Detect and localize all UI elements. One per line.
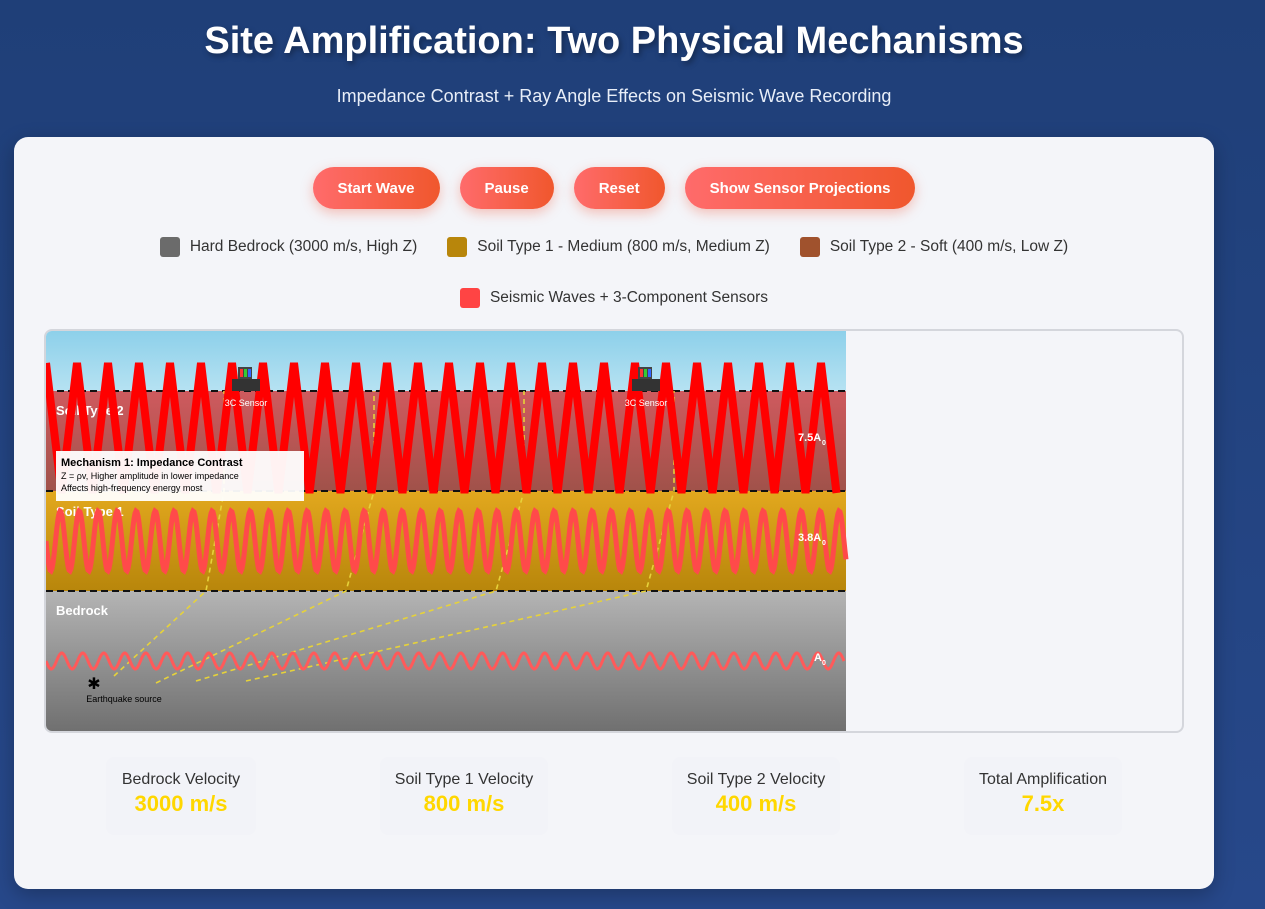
sensor-right-body (632, 379, 660, 391)
stat-label-soil1-velocity: Soil Type 1 Velocity (394, 771, 534, 788)
sensor-left-label: 3C Sensor (225, 398, 268, 408)
stats-row: Bedrock Velocity 3000 m/s Soil Type 1 Ve… (14, 757, 1214, 847)
sensor-right[interactable]: 3C Sensor (625, 367, 668, 408)
sensor-left-body (232, 379, 260, 391)
legend-swatch-waves (459, 288, 480, 308)
reset-button[interactable]: Reset (573, 167, 665, 209)
amp-bedrock-subscript: 0 (822, 660, 826, 667)
legend-label-soil1: Soil Type 1 - Medium (800 m/s, Medium Z) (477, 238, 770, 255)
soil-type-1-label: Soil Type 1 (56, 504, 124, 519)
page-subtitle: Impedance Contrast + Ray Angle Effects o… (336, 86, 892, 106)
legend-swatch-bedrock (159, 237, 180, 257)
legend-swatch-soil1 (447, 237, 468, 257)
stat-card-bedrock-velocity: Bedrock Velocity 3000 m/s (106, 757, 256, 835)
page-title: Site Amplification: Two Physical Mechani… (204, 20, 1024, 62)
legend-item-soil1: Soil Type 1 - Medium (800 m/s, Medium Z) (447, 237, 770, 257)
main-panel: Start Wave Pause Reset Show Sensor Proje… (14, 137, 1214, 889)
stat-value-bedrock-velocity: 3000 m/s (134, 791, 228, 816)
amp-soil2-subscript: 0 (822, 440, 826, 447)
sensor-left-z-component (248, 369, 251, 377)
show-sensor-projections-button[interactable]: Show Sensor Projections (684, 167, 916, 209)
mechanism-line-1: Z = ρv, Higher amplitude in lower impeda… (61, 471, 239, 481)
legend-row-1: Hard Bedrock (3000 m/s, High Z) Soil Typ… (14, 237, 1214, 257)
mechanism-line-2: Affects high-frequency energy most (61, 483, 203, 493)
stat-label-soil2-velocity: Soil Type 2 Velocity (686, 771, 826, 788)
stat-card-soil2-velocity: Soil Type 2 Velocity 400 m/s (672, 757, 840, 835)
stat-label-total-amplification: Total Amplification (978, 771, 1108, 788)
stat-label-bedrock-velocity: Bedrock Velocity (121, 771, 241, 788)
legend-label-waves: Seismic Waves + 3-Component Sensors (489, 289, 769, 306)
amp-soil1-subscript: 0 (822, 540, 826, 547)
mechanism-box (56, 451, 304, 501)
sensor-right-z-component (648, 369, 651, 377)
stat-value-total-amplification: 7.5x (1021, 791, 1065, 816)
sensor-left-e-component (240, 369, 243, 377)
bedrock-label: Bedrock (56, 603, 109, 618)
mechanism-callout: Mechanism 1: Impedance Contrast Z = ρv, … (56, 451, 304, 501)
stat-card-total-amplification: Total Amplification 7.5x (964, 757, 1122, 835)
soil-type-1-wave (46, 507, 849, 575)
amp-label-bedrock: A 0 (814, 652, 826, 667)
mechanism-title: Mechanism 1: Impedance Contrast (61, 457, 243, 469)
legend-row-2: Seismic Waves + 3-Component Sensors (14, 288, 1214, 308)
ray-path-3 (195, 391, 525, 682)
amp-label-soil2: 7.5A 0 (798, 432, 826, 447)
simulation-svg: Soil Type 2 Soil Type 1 Bedrock 3C Senso… (46, 331, 849, 731)
earthquake-source-label: Earthquake source (86, 694, 162, 704)
control-bar: Start Wave Pause Reset Show Sensor Proje… (14, 167, 1214, 209)
stat-card-soil1-velocity: Soil Type 1 Velocity 800 m/s (380, 757, 548, 835)
earthquake-star-icon: ✱ (87, 674, 100, 693)
start-wave-button[interactable]: Start Wave (312, 167, 440, 209)
sensor-right-label: 3C Sensor (625, 398, 668, 408)
stat-value-soil2-velocity: 400 m/s (715, 791, 797, 816)
soil-type-2-wave (46, 362, 841, 494)
legend-item-waves: Seismic Waves + 3-Component Sensors (459, 288, 769, 308)
sensor-left-n-component (244, 369, 247, 377)
stat-value-soil1-velocity: 800 m/s (423, 791, 505, 816)
sensor-left[interactable]: 3C Sensor (225, 367, 268, 408)
ray-path-4 (245, 391, 675, 682)
bedrock-wave (46, 651, 846, 671)
sensor-right-e-component (640, 369, 643, 377)
sensor-right-n-component (644, 369, 647, 377)
legend-label-soil2: Soil Type 2 - Soft (400 m/s, Low Z) (829, 238, 1069, 255)
earthquake-source[interactable]: ✱ Earthquake source (86, 674, 162, 704)
legend-swatch-soil2 (799, 237, 820, 257)
simulation-canvas[interactable]: Soil Type 2 Soil Type 1 Bedrock 3C Senso… (44, 329, 1184, 733)
amp-soil2-text: 7.5A (798, 432, 821, 444)
pause-button[interactable]: Pause (459, 167, 554, 209)
amp-soil1-text: 3.8A (798, 532, 821, 544)
amp-bedrock-text: A (814, 652, 822, 664)
legend-item-bedrock: Hard Bedrock (3000 m/s, High Z) (159, 237, 418, 257)
legend-label-bedrock: Hard Bedrock (3000 m/s, High Z) (189, 238, 418, 255)
legend-item-soil2: Soil Type 2 - Soft (400 m/s, Low Z) (799, 237, 1069, 257)
amp-label-soil1: 3.8A 0 (798, 532, 826, 547)
